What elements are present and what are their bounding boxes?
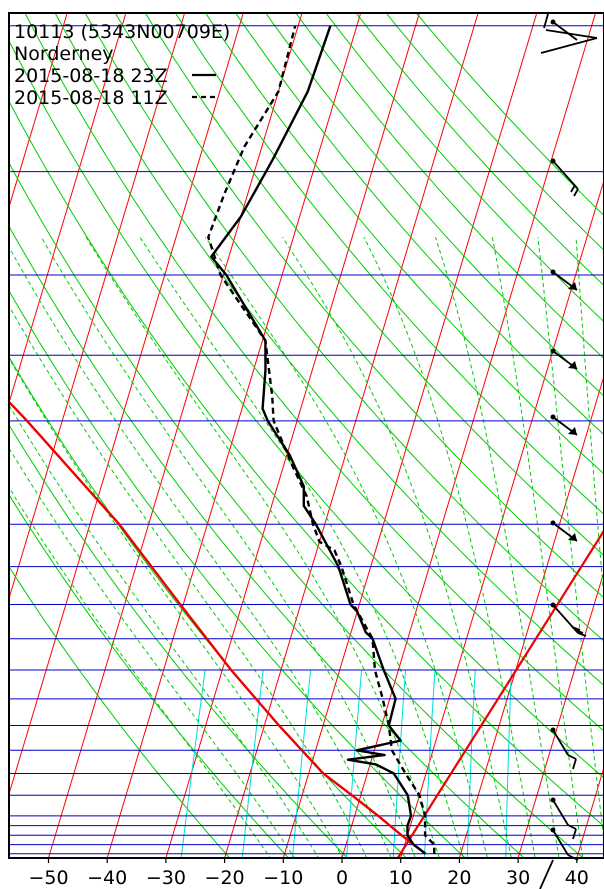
wind-barb-feather xyxy=(540,37,598,54)
legend-label-solid: 2015-08-18 23Z xyxy=(14,65,168,87)
x-tick-label: 20 xyxy=(447,867,471,889)
wind-barb xyxy=(550,797,577,840)
dry-adiabat-line xyxy=(9,493,290,858)
x-tick-label: 0 xyxy=(336,867,348,889)
wind-barb-layer xyxy=(539,13,598,889)
isotherm-line xyxy=(341,13,596,858)
sounding-23z-line xyxy=(210,25,427,855)
station-id-text: 10113 (5343N00709E) xyxy=(14,21,230,43)
moist-adiabat-line xyxy=(40,236,416,858)
isotherm-line xyxy=(106,13,362,858)
moist-adiabat-line xyxy=(575,237,604,604)
wind-barb-flag xyxy=(568,427,577,435)
x-tick-label: 40 xyxy=(565,867,589,889)
isotherm-line xyxy=(165,13,420,858)
isotherm-line xyxy=(282,13,538,858)
isotherm-line xyxy=(9,13,127,405)
isotherm-line xyxy=(9,13,244,796)
wind-barb-feather xyxy=(573,188,579,197)
isotherm-line xyxy=(517,569,604,858)
wind-barb xyxy=(540,13,598,54)
wind-barb-feather xyxy=(567,754,577,760)
moist-adiabat-line xyxy=(85,236,440,858)
wind-barb xyxy=(550,269,578,291)
isotherm-line xyxy=(458,374,604,858)
wind-barb-feather xyxy=(543,13,549,29)
wind-barb-feather xyxy=(571,626,581,631)
sounding-layer xyxy=(9,25,604,858)
x-tick-label: −30 xyxy=(146,867,186,889)
wind-barb-feather xyxy=(545,29,598,39)
wind-barb-feather xyxy=(567,824,577,830)
wind-barb-feather xyxy=(572,828,577,840)
wind-barb-feather xyxy=(574,629,584,634)
wind-barb xyxy=(550,727,577,770)
x-tick-label: 10 xyxy=(389,867,413,889)
wind-barb-flag xyxy=(568,282,577,290)
parcel-path-line xyxy=(9,400,427,855)
wind-barb-staff xyxy=(552,729,569,756)
wind-barb xyxy=(550,158,579,197)
legend-label-dashed: 2015-08-18 11Z xyxy=(14,87,168,109)
wind-barb-staff xyxy=(552,829,569,856)
wind-barb xyxy=(550,414,578,436)
x-tick-label: −40 xyxy=(87,867,127,889)
dry-adiabat-line xyxy=(9,565,231,858)
wind-barb xyxy=(550,348,578,370)
moist-adiabat-line xyxy=(9,486,271,858)
moist-adiabat-line xyxy=(204,236,488,858)
wind-barb-feather xyxy=(577,632,587,637)
moist-adiabat-line xyxy=(282,236,512,858)
wind-barb xyxy=(550,520,578,542)
wind-barb-flag xyxy=(568,361,577,369)
wind-barb-feather xyxy=(572,758,577,770)
x-tick-label: −20 xyxy=(205,867,245,889)
legend: 10113 (5343N00709E) Norderney 2015-08-18… xyxy=(14,21,230,109)
x-tick-label: −10 xyxy=(263,867,303,889)
moist-adiabat-line xyxy=(9,305,368,858)
wind-barb-flag xyxy=(568,533,577,541)
sounding-11z-line xyxy=(207,25,436,854)
grid-layer xyxy=(9,13,604,858)
plot-frame xyxy=(8,12,604,859)
wind-barb-staff xyxy=(552,21,578,41)
wind-barb-staff xyxy=(552,799,569,826)
moist-adiabat-line xyxy=(435,237,560,858)
isotherm-line xyxy=(9,13,68,209)
x-axis: −50 −40 −30 −20 −10 0 10 20 30 40 xyxy=(28,858,589,889)
wind-barb xyxy=(550,602,587,637)
moist-adiabat-line xyxy=(9,245,392,858)
dry-adiabat-line xyxy=(9,423,349,858)
wind-barb-staff xyxy=(552,160,579,190)
x-tick-label: −50 xyxy=(28,867,68,889)
isotherm-line xyxy=(224,13,479,858)
wind-barb-feather xyxy=(570,184,576,193)
isotherm-line xyxy=(400,178,604,858)
reference-isotherm-line xyxy=(396,528,604,858)
isotherm-line xyxy=(48,13,303,858)
wind-barb-staff xyxy=(539,859,554,889)
x-tick-label: 30 xyxy=(506,867,530,889)
station-name-text: Norderney xyxy=(14,43,114,65)
moist-adiabat-line xyxy=(9,404,320,858)
